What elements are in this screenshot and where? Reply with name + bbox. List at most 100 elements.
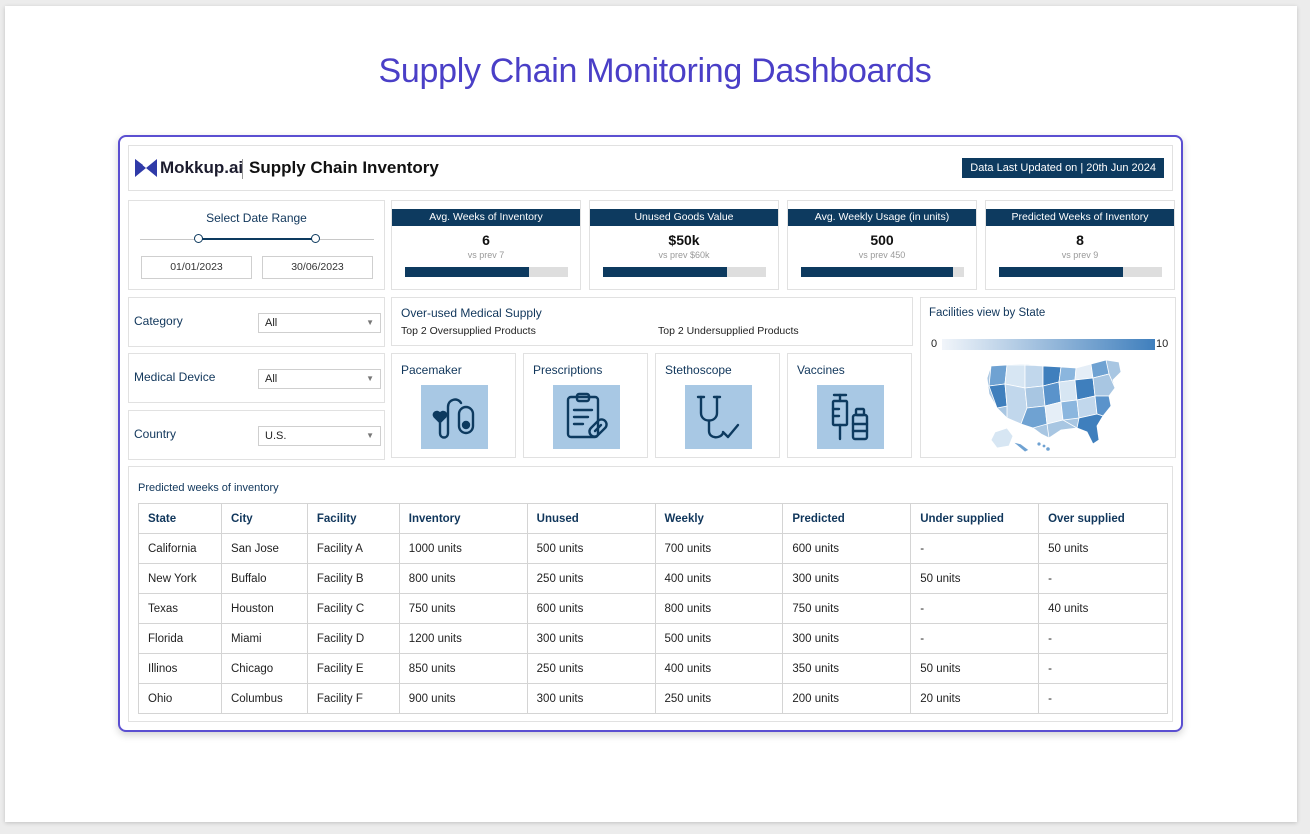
medical-device-filter-label: Medical Device [134,370,216,384]
overused-supply-panel: Over-used Medical Supply Top 2 Oversuppl… [391,297,913,346]
table-cell: - [1038,623,1168,654]
table-header-row: State City Facility Inventory Unused Wee… [138,503,1168,534]
table-cell: Chicago [220,653,308,684]
table-cell: San Jose [220,533,308,564]
product-card-vaccines[interactable]: Vaccines [787,353,912,458]
start-date-input[interactable]: 01/01/2023 [141,256,252,279]
kpi-progress-bar [405,267,568,277]
table-row[interactable]: Florida Miami Facility D 1200 units 300 … [138,623,1168,654]
table-cell: Facility D [306,623,400,654]
inventory-table: State City Facility Inventory Unused Wee… [138,503,1168,714]
table-row[interactable]: California San Jose Facility A 1000 unit… [138,533,1168,564]
table-cell: 500 units [654,623,784,654]
chevron-down-icon: ▼ [366,374,374,383]
table-row[interactable]: New York Buffalo Facility B 800 units 25… [138,563,1168,594]
map-legend-gradient [942,339,1155,350]
kpi-progress-bar [999,267,1162,277]
column-header[interactable]: Weekly [654,503,784,534]
column-header[interactable]: Inventory [398,503,528,534]
product-card-pacemaker[interactable]: Pacemaker [391,353,516,458]
table-cell: - [1038,563,1168,594]
mokkup-logo-icon [135,159,157,177]
table-title: Predicted weeks of inventory [138,482,279,494]
dashboard-header: Mokkup.ai Supply Chain Inventory Data La… [128,145,1173,191]
medical-device-select[interactable]: All ▼ [258,369,381,389]
table-cell: 900 units [398,683,528,714]
column-header[interactable]: Facility [306,503,400,534]
table-cell: Facility C [306,593,400,624]
table-row[interactable]: Ohio Columbus Facility F 900 units 300 u… [138,683,1168,714]
table-cell: 800 units [654,593,784,624]
kpi-progress-bar [603,267,766,277]
kpi-value: 6 [482,232,490,248]
kpi-card-avg-weeks-inventory: Avg. Weeks of Inventory 6 vs prev 7 [391,200,581,290]
column-header[interactable]: Unused [526,503,656,534]
column-header[interactable]: Over supplied [1038,503,1168,534]
us-states-map[interactable] [981,358,1131,453]
kpi-progress-fill [603,267,727,277]
table-cell: California [138,533,222,564]
country-filter: Country U.S. ▼ [128,410,385,460]
table-cell: - [910,623,1040,654]
table-cell: 400 units [654,563,784,594]
table-cell: 250 units [526,653,656,684]
column-header[interactable]: Predicted [782,503,912,534]
date-slider-end-handle[interactable] [311,234,320,243]
kpi-card-predicted-weeks-inventory: Predicted Weeks of Inventory 8 vs prev 9 [985,200,1175,290]
product-card-prescriptions[interactable]: Prescriptions [523,353,648,458]
brand-name: Mokkup.ai [160,158,244,177]
table-row[interactable]: Texas Houston Facility C 750 units 600 u… [138,593,1168,624]
table-cell: Texas [138,593,222,624]
date-slider-selected-range [199,238,316,240]
kpi-card-avg-weekly-usage: Avg. Weekly Usage (in units) 500 vs prev… [787,200,977,290]
table-cell: 700 units [654,533,784,564]
country-select-value: U.S. [265,430,287,442]
table-cell: Facility E [306,653,400,684]
table-cell: 300 units [782,623,912,654]
column-header[interactable]: City [220,503,308,534]
table-cell: 1000 units [398,533,528,564]
table-cell: 850 units [398,653,528,684]
table-row[interactable]: Illinos Chicago Facility E 850 units 250… [138,653,1168,684]
map-title: Facilities view by State [929,307,1046,319]
product-name: Vaccines [797,363,845,377]
table-cell: Buffalo [220,563,308,594]
table-cell: Houston [220,593,308,624]
table-cell: 250 units [526,563,656,594]
table-cell: - [910,533,1040,564]
end-date-input[interactable]: 30/06/2023 [262,256,373,279]
kpi-previous: vs prev 7 [467,250,505,260]
oversupplied-subtitle: Top 2 Oversupplied Products [401,325,536,337]
facilities-map-panel: Facilities view by State 0 10 [920,297,1176,458]
table-cell: 20 units [910,683,1040,714]
kpi-progress-fill [801,267,953,277]
table-cell: 400 units [654,653,784,684]
last-updated-badge: Data Last Updated on | 20th Jun 2024 [962,158,1164,178]
kpi-previous: vs prev 9 [1061,250,1099,260]
table-cell: 300 units [782,563,912,594]
table-cell: New York [138,563,222,594]
table-cell: 50 units [910,653,1040,684]
category-select[interactable]: All ▼ [258,313,381,333]
table-cell: Columbus [220,683,308,714]
column-header[interactable]: State [138,503,222,534]
vaccine-icon [817,385,884,449]
date-slider-start-handle[interactable] [194,234,203,243]
country-select[interactable]: U.S. ▼ [258,426,381,446]
table-cell: - [1038,683,1168,714]
table-cell: 50 units [910,563,1040,594]
table-cell: 500 units [526,533,656,564]
table-cell: 1200 units [398,623,528,654]
chevron-down-icon: ▼ [366,431,374,440]
kpi-progress-bar [801,267,964,277]
table-cell: 250 units [654,683,784,714]
table-cell: 300 units [526,683,656,714]
table-cell: Facility B [306,563,400,594]
column-header[interactable]: Under supplied [910,503,1040,534]
category-filter-label: Category [134,314,183,328]
date-range-panel: Select Date Range 01/01/2023 30/06/2023 [128,200,385,290]
prescription-icon [553,385,620,449]
table-cell: - [910,593,1040,624]
product-card-stethoscope[interactable]: Stethoscope [655,353,780,458]
kpi-previous: vs prev 450 [858,250,906,260]
